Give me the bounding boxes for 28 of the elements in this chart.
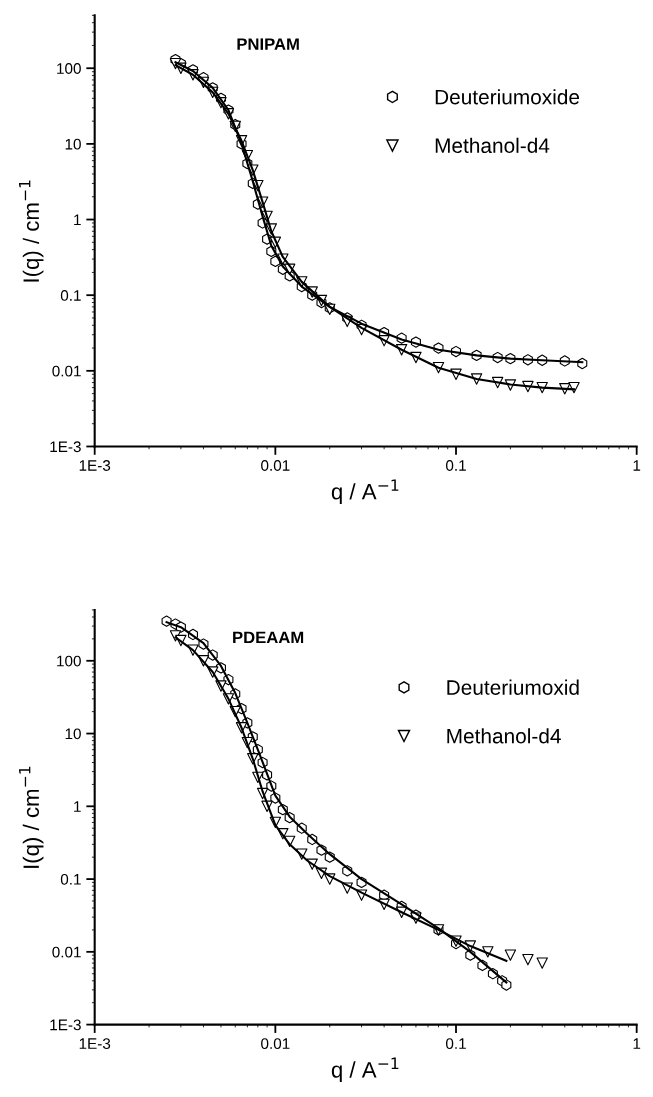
x-axis-title: q / A$^{−1}$ <box>331 479 399 504</box>
legend-label: Deuteriumoxid <box>447 679 579 695</box>
y-tick-label: 100 <box>57 63 81 74</box>
legend-label: Methanol-d4 <box>447 728 561 744</box>
y-tick-label: 1 <box>74 801 81 812</box>
x-tick-label: 0.01 <box>261 1038 290 1050</box>
legend-label: Deuteriumoxide <box>435 89 580 105</box>
x-tick-label: 0.1 <box>445 1038 466 1050</box>
y-tick-label: 1E-3 <box>50 1019 81 1031</box>
y-tick-label: 0.1 <box>60 290 81 301</box>
x-tick-label: 1 <box>633 1038 641 1049</box>
y-tick-label: 1 <box>74 214 81 226</box>
y-tick-label: 0.01 <box>52 365 81 377</box>
y-axis-title: I(q) / cm$^{−1}$ <box>19 180 44 282</box>
text: PNIPAM <box>237 38 299 50</box>
y-tick-label: 10 <box>65 728 81 740</box>
y-tick-label: 0.01 <box>52 946 81 958</box>
x-tick-label: 0.01 <box>261 460 290 471</box>
y-tick-label: 1E-3 <box>50 441 81 453</box>
legend-label: Methanol-d4 <box>435 137 550 154</box>
text: PDEAAM <box>233 631 304 644</box>
x-tick-label: 0.1 <box>445 460 466 471</box>
y-tick-label: 100 <box>57 655 81 667</box>
y-tick-label: 10 <box>65 138 81 150</box>
y-tick-label: 0.1 <box>60 873 81 885</box>
x-tick-label: 1 <box>633 460 641 471</box>
x-axis-title: q / A$^{−1}$ <box>331 1057 399 1083</box>
y-axis-title: I(q) / cm$^{−1}$ <box>19 766 44 868</box>
